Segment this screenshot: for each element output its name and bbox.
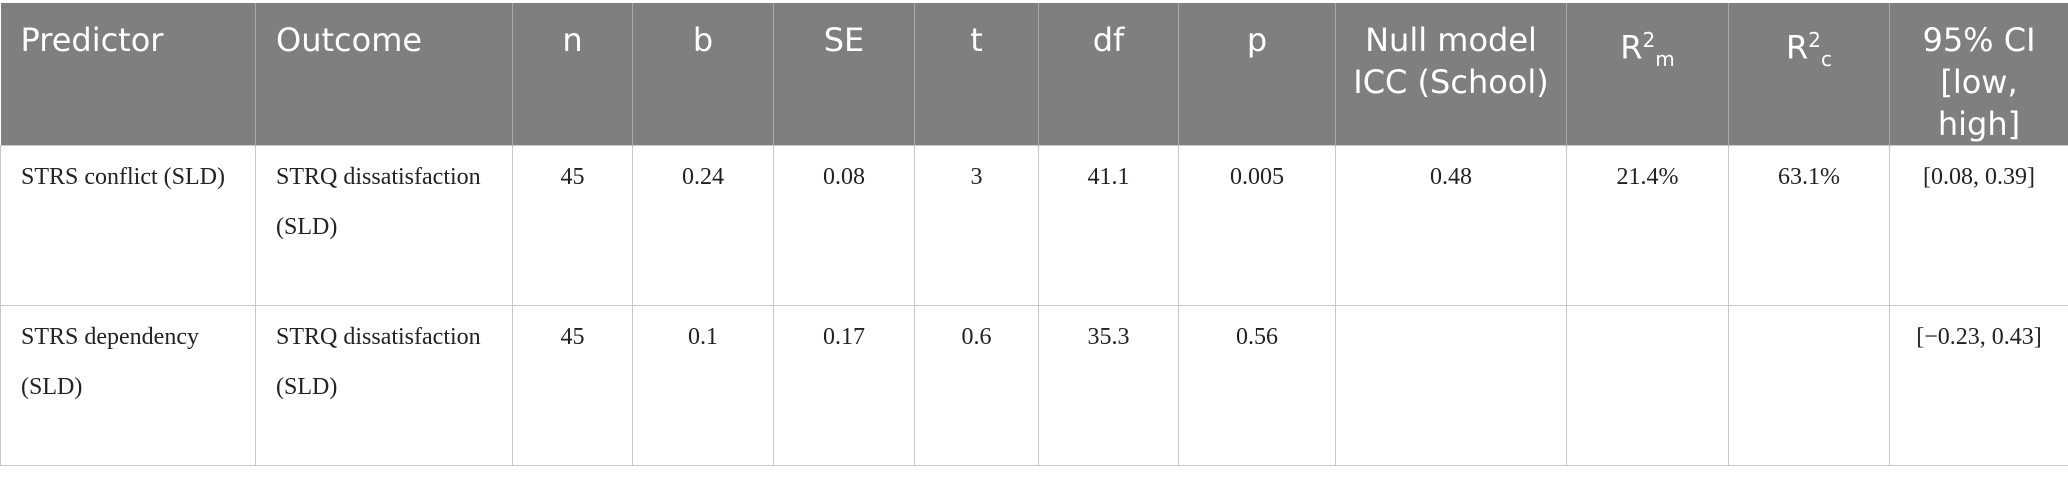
table-row: STRS conflict (SLD)STRQ dissatisfaction …	[1, 146, 2068, 306]
table-cell: [0.08, 0.39]	[1890, 146, 2068, 306]
table-cell: 45	[513, 306, 633, 466]
table-cell	[1336, 306, 1567, 466]
column-header: p	[1179, 3, 1336, 146]
table-cell: 0.1	[633, 306, 774, 466]
column-header: df	[1039, 3, 1179, 146]
column-header: R2c	[1729, 3, 1890, 146]
table-cell: 0.48	[1336, 146, 1567, 306]
table-cell: 0.17	[774, 306, 915, 466]
header-sup: 2	[1643, 28, 1656, 52]
header-base: R	[1620, 29, 1642, 67]
table-body: STRS conflict (SLD)STRQ dissatisfaction …	[1, 146, 2068, 466]
column-header: 95% CI [low, high]	[1890, 3, 2068, 146]
table-cell: 21.4%	[1567, 146, 1729, 306]
table-cell	[1567, 306, 1729, 466]
table-cell: 3	[915, 146, 1039, 306]
table-cell: [−0.23, 0.43]	[1890, 306, 2068, 466]
column-header: t	[915, 3, 1039, 146]
table-cell: 0.005	[1179, 146, 1336, 306]
table-cell: 45	[513, 146, 633, 306]
table-cell: 0.08	[774, 146, 915, 306]
column-header: n	[513, 3, 633, 146]
header-sub: c	[1821, 47, 1832, 71]
table-cell: STRQ dissatisfaction (SLD)	[256, 146, 513, 306]
table-cell: STRQ dissatisfaction (SLD)	[256, 306, 513, 466]
column-header: R2m	[1567, 3, 1729, 146]
table-cell: STRS conflict (SLD)	[1, 146, 256, 306]
header-sup: 2	[1808, 28, 1821, 52]
column-header: Predictor	[1, 3, 256, 146]
table-cell: STRS dependency (SLD)	[1, 306, 256, 466]
table-cell: 63.1%	[1729, 146, 1890, 306]
table-cell: 0.6	[915, 306, 1039, 466]
table-cell: 0.24	[633, 146, 774, 306]
table-cell	[1729, 306, 1890, 466]
table-cell: 35.3	[1039, 306, 1179, 466]
table-cell: 41.1	[1039, 146, 1179, 306]
column-header: Outcome	[256, 3, 513, 146]
column-header: SE	[774, 3, 915, 146]
table-cell: 0.56	[1179, 306, 1336, 466]
header-base: R	[1786, 29, 1808, 67]
column-header: b	[633, 3, 774, 146]
column-header: Null model ICC (School)	[1336, 3, 1567, 146]
header-sub: m	[1655, 47, 1674, 71]
table-row: STRS dependency (SLD)STRQ dissatisfactio…	[1, 306, 2068, 466]
